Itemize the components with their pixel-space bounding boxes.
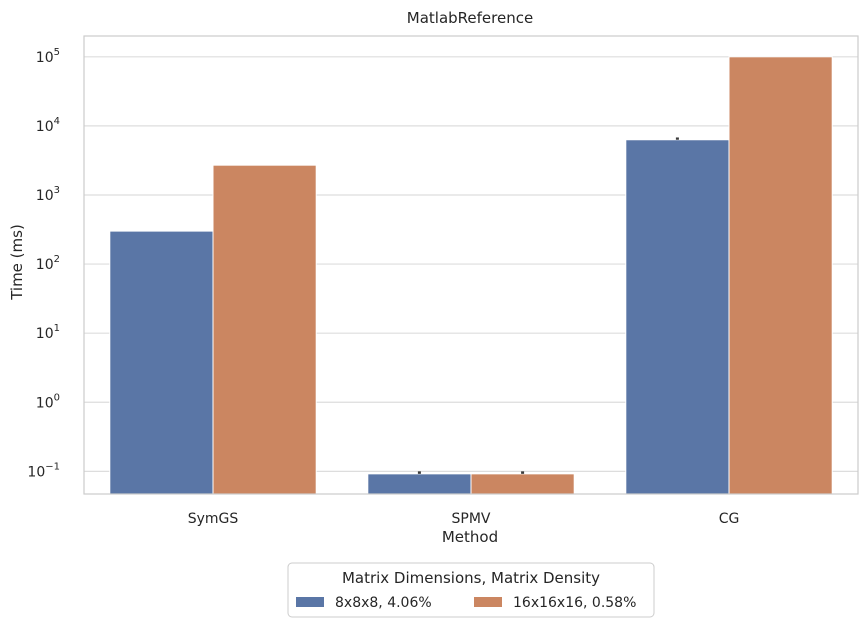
- y-tick-labels: 10−1 100 101 102 103 104 105: [27, 47, 60, 481]
- bar: [470, 473, 575, 495]
- bar: [109, 230, 214, 495]
- y-tick-label: 103: [36, 185, 60, 204]
- y-tick-label: 10−1: [27, 461, 60, 480]
- bars: [109, 56, 833, 495]
- legend-label-series-2: 16x16x16, 0.58%: [513, 595, 636, 611]
- x-tick-label: SymGS: [188, 511, 239, 527]
- x-tick-label: SPMV: [452, 511, 491, 527]
- chart-title: MatlabReference: [407, 9, 533, 27]
- legend-box: [287, 562, 655, 618]
- error-bars: [417, 137, 679, 474]
- bar: [367, 473, 472, 495]
- bar: [212, 164, 317, 495]
- y-tick-label: 102: [36, 254, 60, 273]
- y-tick-label: 105: [36, 47, 60, 66]
- y-tick-label: 104: [36, 116, 60, 135]
- legend-swatch-series-2: [474, 597, 502, 607]
- x-tick-label: CG: [719, 511, 740, 527]
- legend-title: Matrix Dimensions, Matrix Density: [342, 569, 600, 587]
- x-tick-labels: SymGS SPMV CG: [188, 511, 740, 527]
- y-axis-title: Time (ms): [8, 224, 26, 301]
- bar: [728, 56, 833, 495]
- bar: [625, 139, 730, 495]
- legend: Matrix Dimensions, Matrix Density 8x8x8,…: [287, 562, 655, 618]
- y-tick-label: 100: [36, 392, 60, 411]
- plot-frame: [83, 35, 859, 495]
- x-axis-title: Method: [442, 528, 498, 546]
- y-tick-label: 101: [36, 323, 60, 342]
- legend-swatch-series-1: [296, 597, 324, 607]
- legend-label-series-1: 8x8x8, 4.06%: [335, 595, 432, 611]
